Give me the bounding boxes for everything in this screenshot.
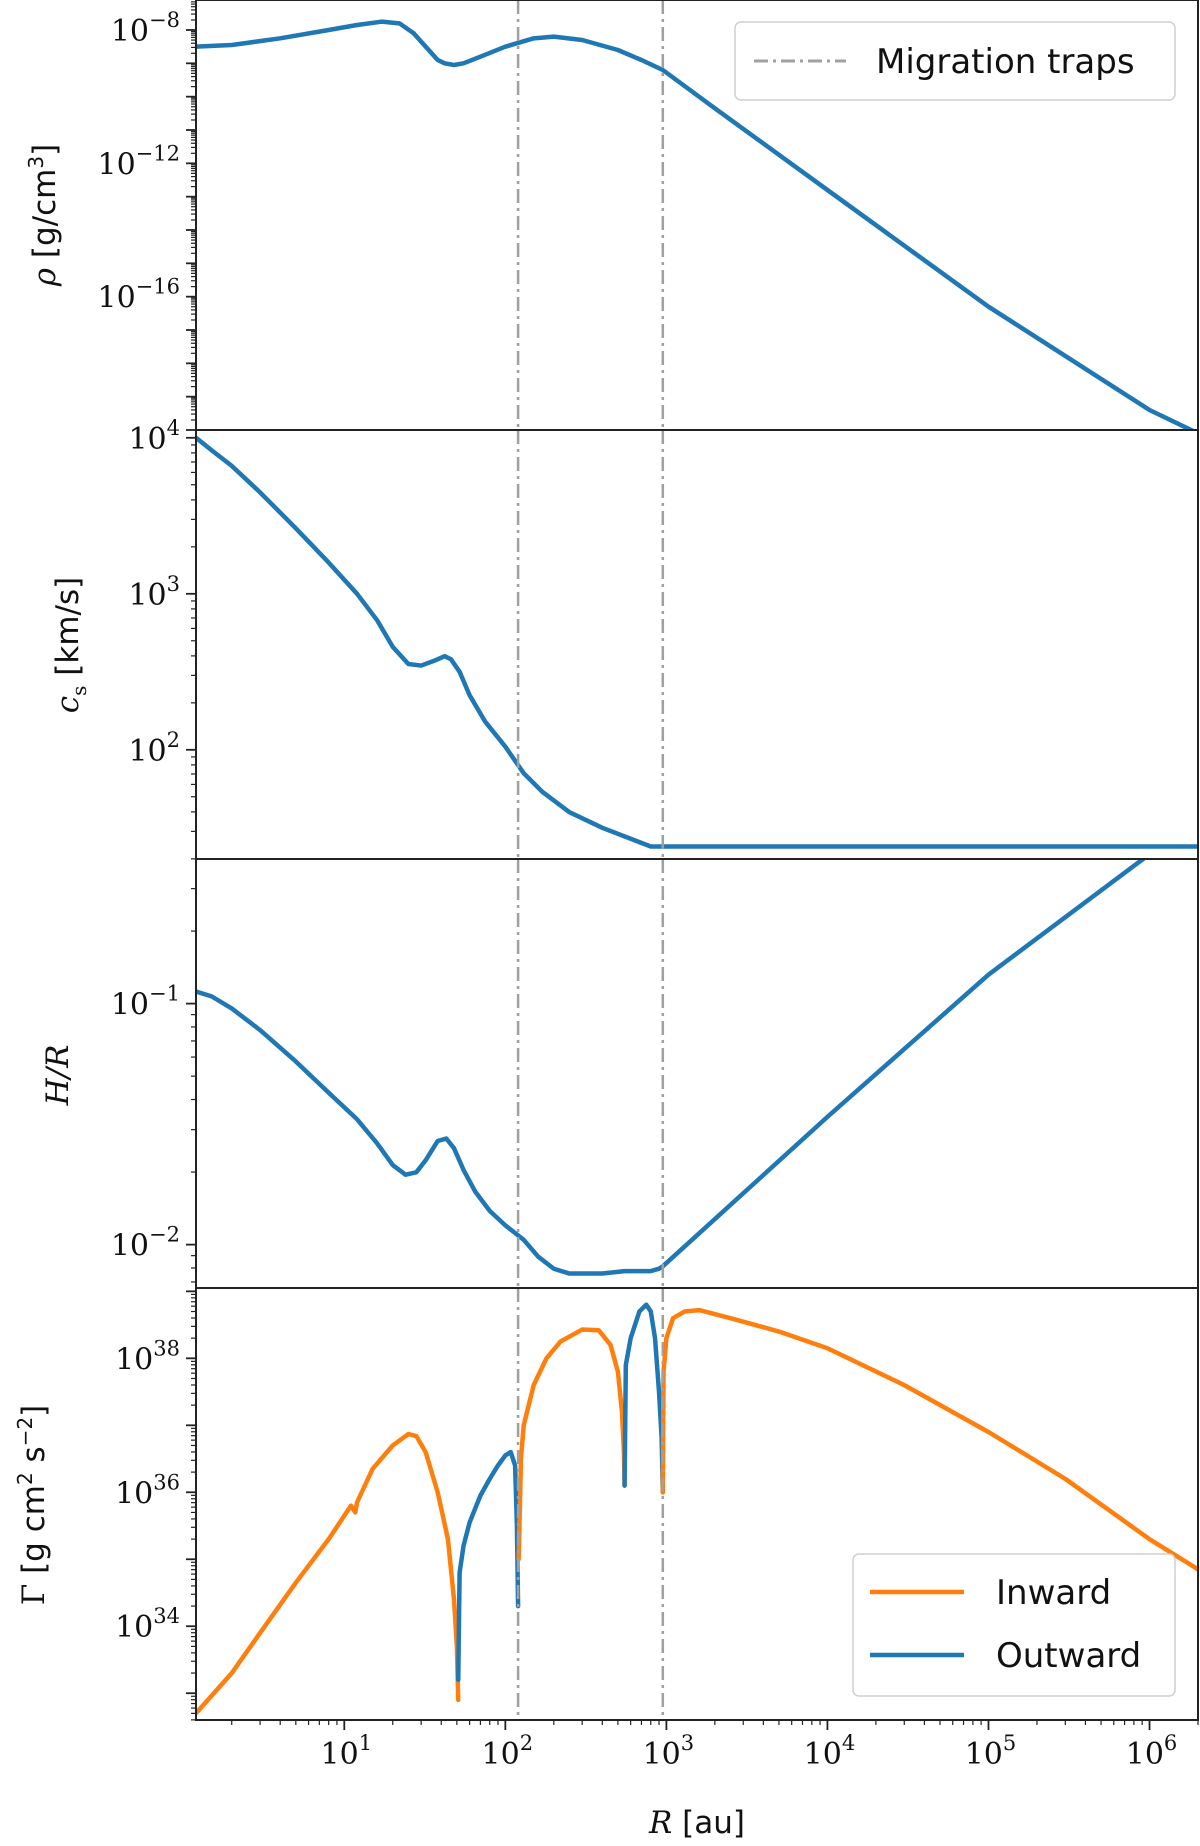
hr-ytick-label-1: 10−2 bbox=[111, 1223, 180, 1264]
gamma-ytick-label-0: 1038 bbox=[115, 1336, 180, 1377]
cs-ytick-label-1: 103 bbox=[128, 572, 180, 613]
gamma-series-1-line bbox=[455, 1449, 521, 1683]
rho-series-0-line bbox=[196, 19, 1197, 430]
gamma-series bbox=[196, 1302, 1198, 1716]
cs-ytick-label-0: 104 bbox=[128, 416, 180, 457]
rho-ticks: 10−8 10−12 10−16 bbox=[97, 1, 196, 431]
cs-ylabel: cs [km/s] bbox=[50, 577, 91, 713]
cs-frame bbox=[195, 429, 1199, 860]
cs-ytick-label-2: 102 bbox=[128, 728, 180, 769]
panel-frames bbox=[195, 0, 1199, 1721]
x-tick-labels: 101 102 103 104 105 106 bbox=[321, 1731, 1178, 1772]
panel-hr: 10−1 10−2 H/R bbox=[40, 859, 1147, 1288]
hr-ylabel: H/R bbox=[40, 1045, 76, 1107]
gamma-frame bbox=[195, 1287, 1199, 1721]
gamma-series-3-line bbox=[622, 1302, 666, 1495]
rho-ylabel: ρ [g/cm3] bbox=[24, 144, 63, 287]
hr-frame bbox=[195, 858, 1199, 1289]
hr-traps bbox=[516, 859, 665, 1288]
cs-traps bbox=[516, 430, 665, 859]
legend-gamma: Inward Outward bbox=[852, 1553, 1176, 1697]
gamma-traps bbox=[516, 1288, 665, 1720]
gamma-ticks: 1038 1036 1034 bbox=[115, 1290, 196, 1721]
gamma-series-0-line bbox=[196, 1431, 461, 1716]
rho-ytick-label-0: 10−8 bbox=[111, 8, 180, 49]
xtick-label-5: 106 bbox=[1126, 1731, 1178, 1772]
legend-gamma-box bbox=[852, 1553, 1176, 1697]
rho-traps bbox=[516, 0, 665, 430]
xtick-label-4: 105 bbox=[965, 1731, 1017, 1772]
cs-ticks: 104 103 102 bbox=[128, 416, 196, 860]
xtick-label-3: 104 bbox=[804, 1731, 856, 1772]
gamma-ytick-label-1: 1036 bbox=[115, 1470, 180, 1511]
panel-gamma: 1038 1036 1034 Inward Outward Γ [g cm2 s−2… bbox=[13, 1288, 1198, 1721]
x-ticks bbox=[231, 1720, 1199, 1730]
cs-series bbox=[196, 435, 1198, 849]
gamma-series-4-line bbox=[660, 1307, 1198, 1572]
gamma-series-2-line bbox=[516, 1327, 627, 1562]
hr-ytick-label-0: 10−1 bbox=[111, 982, 180, 1023]
x-axis: 101 102 103 104 105 106 R [au] bbox=[231, 1720, 1199, 1841]
panel-rho: 10−8 10−12 10−16 Migration traps ρ [g/cm3] bbox=[24, 0, 1197, 431]
hr-ticks: 10−1 10−2 bbox=[111, 888, 196, 1283]
hr-series-0-line bbox=[196, 859, 1147, 1276]
xtick-label-2: 103 bbox=[643, 1731, 695, 1772]
legend-traps-box bbox=[734, 21, 1176, 101]
xtick-label-0: 101 bbox=[321, 1731, 373, 1772]
hr-series bbox=[196, 859, 1147, 1276]
xtick-label-1: 102 bbox=[482, 1731, 534, 1772]
cs-series-0-line bbox=[196, 435, 1198, 849]
legend-traps-label: Migration traps bbox=[876, 42, 1135, 82]
gamma-ytick-label-2: 1034 bbox=[115, 1604, 180, 1645]
x-axis-label: R [au] bbox=[648, 1805, 745, 1841]
panel-cs: 104 103 102 cs [km/s] bbox=[50, 416, 1198, 860]
legend-traps: Migration traps bbox=[734, 21, 1176, 101]
rho-ytick-label-1: 10−12 bbox=[97, 141, 180, 182]
gamma-ylabel: Γ [g cm2 s−2] bbox=[13, 1405, 52, 1606]
legend-outward-label: Outward bbox=[996, 1636, 1141, 1676]
legend-inward-label: Inward bbox=[996, 1573, 1111, 1613]
rho-ytick-label-2: 10−16 bbox=[97, 275, 180, 316]
rho-series bbox=[196, 19, 1197, 430]
